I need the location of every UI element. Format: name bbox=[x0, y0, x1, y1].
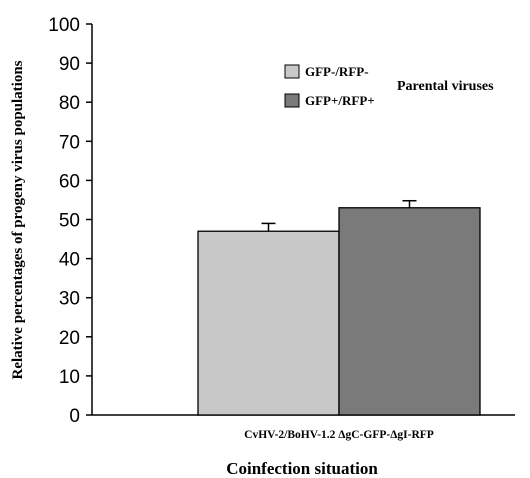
y-tick-label: 10 bbox=[59, 367, 80, 388]
y-tick-label: 70 bbox=[59, 132, 80, 153]
legend-label: GFP-/RFP- bbox=[305, 64, 369, 79]
legend-swatch bbox=[284, 93, 300, 108]
legend-title: Parental viruses bbox=[397, 79, 494, 94]
y-tick-label: 20 bbox=[59, 328, 80, 349]
y-axis: 0 10 20 30 40 50 60 70 80 90 100 bbox=[48, 15, 93, 427]
y-tick-label: 30 bbox=[59, 289, 80, 310]
legend-label: GFP+/RFP+ bbox=[305, 93, 375, 108]
y-axis-label: Relative percentages of progeny virus po… bbox=[10, 60, 26, 379]
legend-swatch bbox=[284, 64, 300, 79]
x-axis-label: Coinfection situation bbox=[226, 459, 378, 478]
y-tick-label: 60 bbox=[59, 171, 80, 192]
y-tick-label: 90 bbox=[59, 54, 80, 75]
bar-gfp-pos-rfp-pos bbox=[338, 207, 481, 416]
y-tick-label: 80 bbox=[59, 93, 80, 114]
y-tick-label: 40 bbox=[59, 250, 80, 271]
y-tick-label: 100 bbox=[48, 15, 80, 36]
category-label: CvHV-2/BoHV-1.2 ΔgC-GFP-ΔgI-RFP bbox=[244, 429, 434, 441]
y-tick-label: 0 bbox=[69, 406, 80, 427]
legend: GFP-/RFP- GFP+/RFP+ Parental viruses bbox=[284, 64, 494, 108]
y-tick-label: 50 bbox=[59, 211, 80, 232]
bar-gfp-neg-rfp-neg bbox=[197, 230, 340, 416]
